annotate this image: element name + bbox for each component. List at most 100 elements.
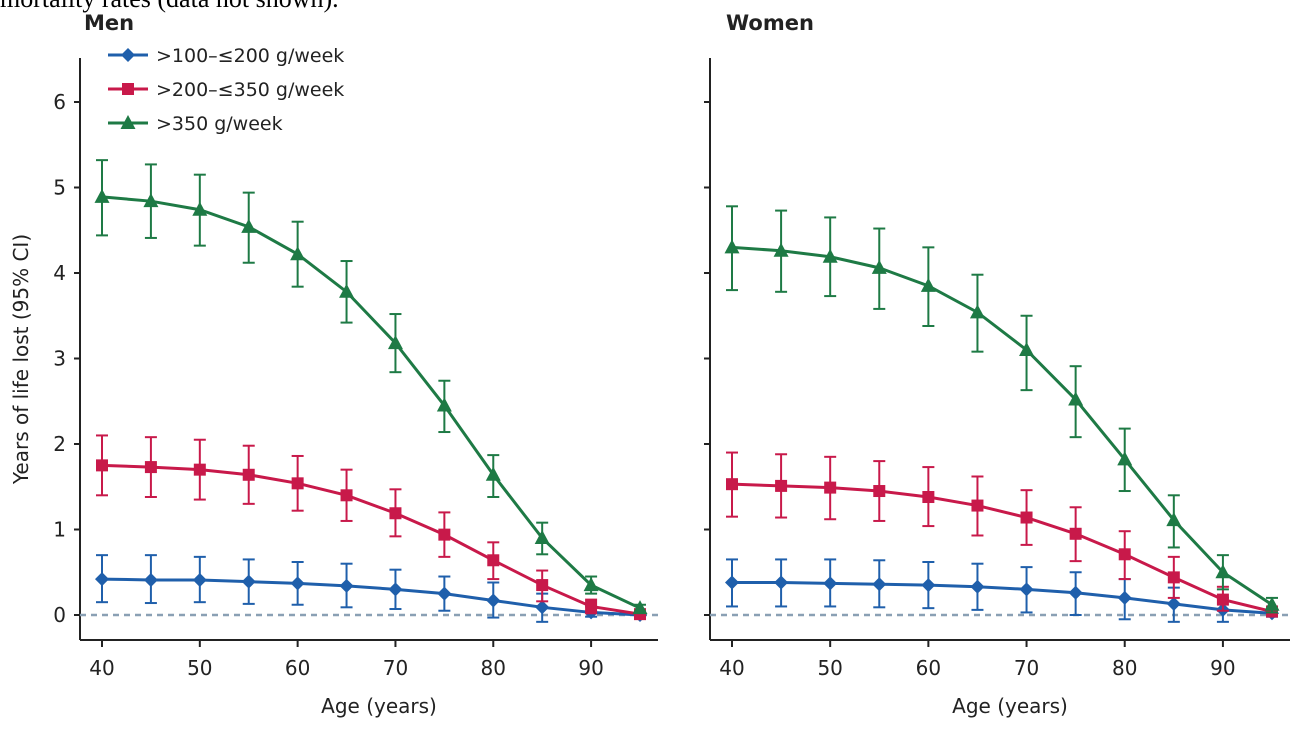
legend-marker <box>121 48 135 62</box>
y-tick-label: 3 <box>53 347 66 371</box>
data-point <box>192 572 207 587</box>
data-point <box>241 574 256 589</box>
data-point <box>536 579 549 592</box>
data-point <box>387 335 403 350</box>
y-tick-label: 2 <box>53 432 66 456</box>
data-point <box>192 201 208 216</box>
data-point <box>823 576 838 591</box>
legend-marker <box>120 115 136 129</box>
data-point <box>726 478 738 491</box>
data-point <box>1118 548 1131 561</box>
data-point <box>922 491 935 504</box>
data-point <box>1019 341 1035 356</box>
data-point <box>871 259 887 274</box>
data-point <box>241 218 257 233</box>
legend-item: >200–≤350 g/week <box>108 79 344 101</box>
series-line <box>731 482 1273 614</box>
series-diamond <box>725 558 1279 623</box>
x-axis-label: Age (years) <box>952 694 1068 718</box>
data-point <box>773 242 789 257</box>
series-square <box>96 434 646 621</box>
data-point <box>485 466 501 481</box>
legend-label: >350 g/week <box>156 113 283 135</box>
data-point <box>389 507 402 520</box>
data-point <box>921 578 936 593</box>
series-line <box>731 245 1273 606</box>
data-point <box>534 530 550 545</box>
data-point <box>340 489 353 502</box>
data-point <box>632 600 648 615</box>
data-point <box>1117 451 1133 466</box>
series-triangle <box>724 205 1280 614</box>
data-point <box>775 479 788 492</box>
data-point <box>242 468 255 481</box>
data-point <box>388 582 403 597</box>
men-panel: Men 0 1 2 3 4 5 6 40 50 60 70 80 90 Age (years) Years o… <box>9 11 658 718</box>
data-point <box>94 188 110 203</box>
data-point <box>920 277 936 292</box>
data-point <box>487 554 500 567</box>
x-tick-label: 80 <box>481 656 506 680</box>
data-point <box>143 572 158 587</box>
x-tick-label: 40 <box>89 656 114 680</box>
data-point <box>970 579 985 594</box>
data-point <box>585 600 598 613</box>
y-axis-label: Years of life lost (95% CI) <box>9 234 33 485</box>
series-line <box>101 577 641 617</box>
x-tick-label: 50 <box>817 656 842 680</box>
series-square <box>726 451 1278 618</box>
data-point <box>1215 564 1231 579</box>
data-point <box>143 193 159 208</box>
panel-title: Men <box>84 11 134 35</box>
data-point <box>1166 512 1182 527</box>
data-point <box>1068 391 1084 406</box>
data-point <box>535 600 550 615</box>
data-point <box>824 481 837 494</box>
data-point <box>290 576 305 591</box>
data-point <box>96 459 108 472</box>
series-line <box>101 195 641 610</box>
data-point <box>193 463 206 476</box>
data-point <box>969 304 985 319</box>
legend-label: >200–≤350 g/week <box>156 79 344 101</box>
data-point <box>1069 527 1082 540</box>
series-diamond <box>95 554 647 623</box>
women-panel: Women 40 50 60 70 80 90 Age (years) <box>704 11 1290 718</box>
x-tick-label: 70 <box>383 656 408 680</box>
x-tick-label: 60 <box>285 656 310 680</box>
data-point <box>822 248 838 263</box>
x-tick-label: 40 <box>719 656 744 680</box>
data-point <box>1020 511 1033 524</box>
x-tick-label: 90 <box>578 656 603 680</box>
data-point <box>291 477 304 490</box>
x-tick-label: 50 <box>187 656 212 680</box>
data-point <box>1166 596 1181 611</box>
series-line <box>732 581 1273 615</box>
data-point <box>438 528 451 541</box>
series-triangle <box>94 159 648 615</box>
data-point <box>1117 590 1132 605</box>
panel-title: Women <box>726 11 814 35</box>
legend-item: >350 g/week <box>108 113 283 135</box>
data-point <box>873 485 886 498</box>
data-point <box>437 586 452 601</box>
data-point <box>339 578 354 593</box>
data-point <box>144 461 157 474</box>
data-point <box>486 593 501 608</box>
data-point <box>1068 585 1083 600</box>
y-tick-label: 5 <box>53 176 66 200</box>
y-tick-label: 0 <box>53 603 66 627</box>
data-point <box>872 577 887 592</box>
caption-fragment: mortality rates (data not shown). <box>0 0 339 14</box>
data-point <box>1264 596 1280 611</box>
data-point <box>436 397 452 412</box>
legend-label: >100–≤200 g/week <box>156 45 344 67</box>
x-tick-label: 90 <box>1210 656 1235 680</box>
x-tick-label: 60 <box>916 656 941 680</box>
y-tick-label: 6 <box>53 90 66 114</box>
data-point <box>95 572 109 587</box>
data-point <box>971 499 984 512</box>
data-point <box>1216 593 1229 606</box>
data-point <box>1019 582 1034 597</box>
